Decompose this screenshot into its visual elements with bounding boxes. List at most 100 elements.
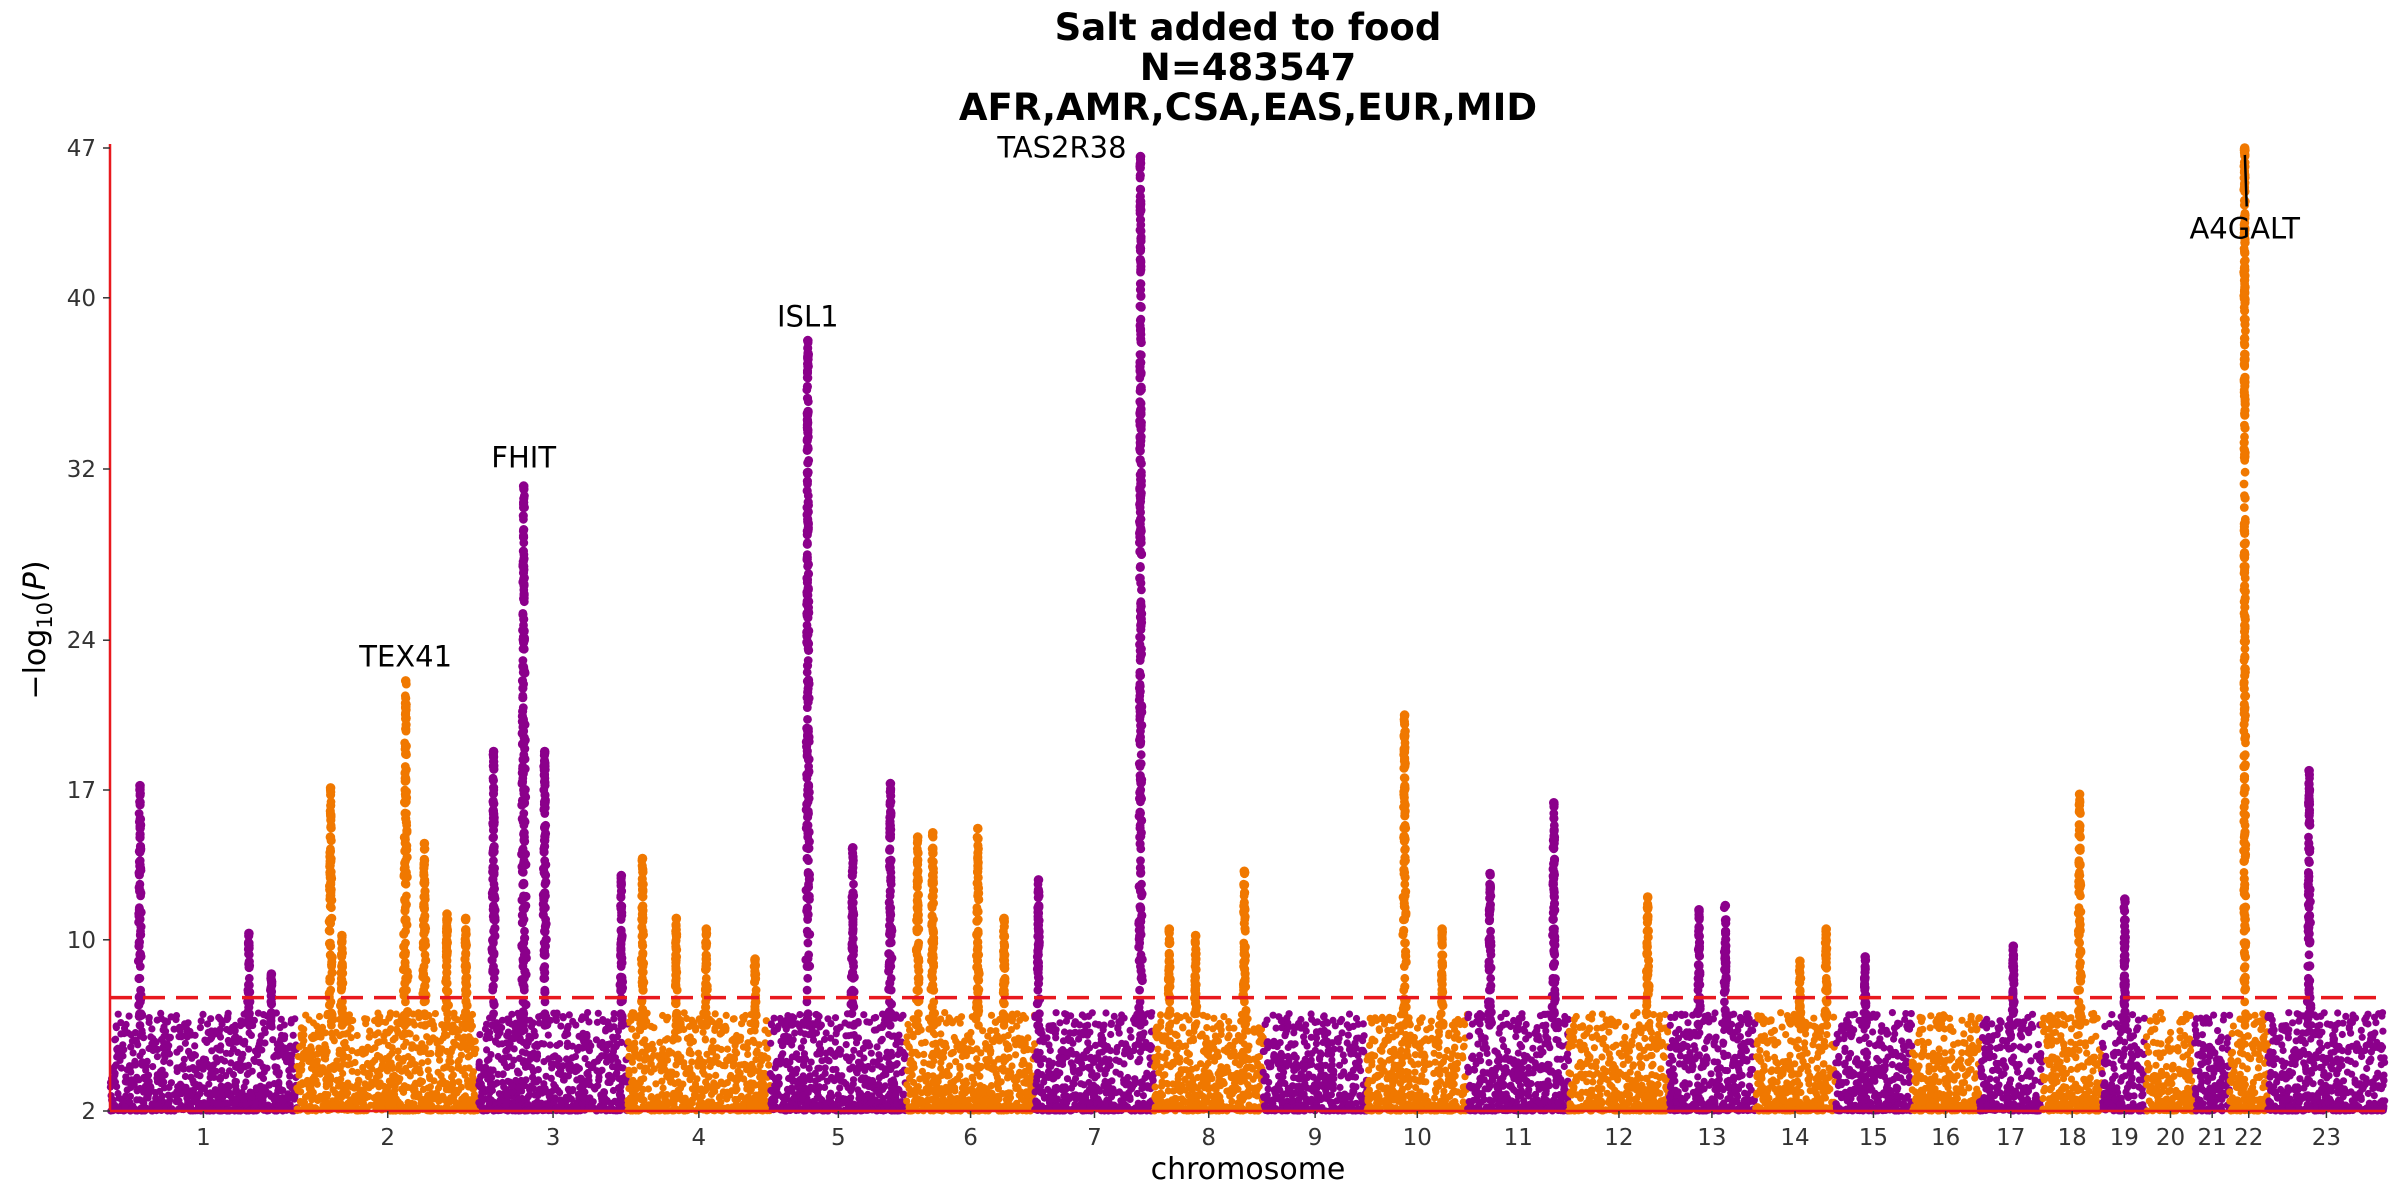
- snp-point: [324, 1091, 332, 1099]
- snp-point: [703, 1100, 711, 1108]
- snp-point: [114, 1010, 122, 1018]
- snp-point: [255, 1058, 263, 1066]
- snp-point: [688, 1099, 696, 1107]
- snp-point: [872, 1026, 880, 1034]
- snp-point: [909, 1033, 917, 1041]
- snp-point: [376, 1038, 384, 1046]
- snp-point: [565, 1011, 573, 1019]
- snp-point: [388, 1049, 396, 1057]
- snp-point: [269, 1036, 277, 1044]
- snp-point: [1194, 1084, 1202, 1092]
- snp-point: [992, 1018, 1000, 1026]
- snp-point: [145, 1018, 153, 1027]
- snp-point: [208, 1047, 216, 1055]
- snp-point: [844, 1084, 852, 1092]
- snp-point: [240, 1040, 248, 1048]
- snp-point: [1033, 1087, 1042, 1095]
- snp-point: [329, 1101, 337, 1109]
- snp-point: [614, 1084, 623, 1092]
- snp-point: [580, 1082, 588, 1090]
- snp-point: [812, 1021, 820, 1029]
- snp-point: [854, 1034, 863, 1042]
- snp-point: [1059, 1083, 1067, 1091]
- snp-point: [882, 1065, 890, 1073]
- snp-point: [113, 1083, 121, 1091]
- snp-point: [1021, 1071, 1029, 1079]
- snp-point: [422, 1101, 430, 1109]
- snp-point: [1020, 1059, 1028, 1067]
- snp-point: [297, 1088, 305, 1096]
- snp-point: [791, 1029, 799, 1037]
- snp-point: [394, 1027, 402, 1035]
- snp-point: [245, 1069, 253, 1077]
- snp-point: [700, 1070, 708, 1078]
- snp-point: [471, 1050, 479, 1058]
- snp-point: [744, 1050, 752, 1058]
- snp-point: [337, 1075, 345, 1083]
- snp-point: [394, 1054, 402, 1062]
- snp-point: [1040, 1092, 1048, 1101]
- snp-point: [1171, 1094, 1179, 1102]
- snp-point: [979, 1102, 988, 1111]
- snp-point: [903, 1097, 911, 1105]
- snp-point: [752, 1056, 760, 1064]
- snp-point: [363, 1015, 371, 1023]
- snp-point: [373, 1051, 382, 1060]
- snp-point: [630, 1066, 638, 1074]
- snp-point: [806, 1072, 814, 1080]
- snp-point: [285, 1079, 293, 1088]
- snp-point: [464, 1083, 473, 1091]
- snp-point: [1067, 1059, 1075, 1067]
- snp-point: [401, 1065, 410, 1073]
- snp-point: [1077, 1080, 1085, 1088]
- snp-point: [550, 1081, 558, 1089]
- snp-point: [315, 1012, 324, 1021]
- snp-point: [208, 1034, 216, 1042]
- snp-point: [711, 1010, 719, 1018]
- snp-point: [730, 1015, 738, 1023]
- snp-point: [715, 1094, 724, 1102]
- snp-point: [854, 1086, 862, 1094]
- snp-point: [1254, 1060, 1262, 1068]
- chromosome-2-points: [293, 1009, 483, 1115]
- snp-point: [227, 1039, 235, 1047]
- snp-point: [1101, 1069, 1109, 1077]
- snp-point: [785, 1074, 793, 1083]
- snp-point: [298, 1079, 306, 1087]
- snp-point: [326, 1063, 334, 1072]
- snp-point: [347, 1024, 355, 1032]
- snp-point: [788, 1053, 796, 1061]
- snp-point: [722, 1093, 730, 1101]
- snp-point: [854, 1065, 862, 1074]
- snp-point: [358, 1091, 367, 1099]
- snp-point: [526, 1051, 534, 1059]
- snp-point: [1224, 1047, 1232, 1055]
- snp-point: [398, 1033, 406, 1041]
- snp-point: [1245, 1055, 1253, 1063]
- snp-point: [309, 1019, 318, 1027]
- snp-point: [918, 1067, 927, 1075]
- snp-point: [487, 1051, 495, 1059]
- snp-point: [1008, 1017, 1016, 1025]
- snp-point: [514, 1102, 522, 1111]
- snp-point: [277, 1015, 285, 1023]
- snp-point: [860, 1011, 868, 1019]
- snp-point: [1156, 1031, 1164, 1039]
- snp-point: [153, 1053, 161, 1061]
- snp-point: [1202, 1079, 1210, 1087]
- snp-point: [461, 1092, 469, 1100]
- snp-point: [461, 1071, 469, 1079]
- snp-point: [259, 1011, 268, 1019]
- snp-point: [200, 1085, 208, 1093]
- snp-point: [1084, 1063, 1092, 1072]
- snp-point: [149, 1063, 157, 1071]
- snp-point: [604, 1053, 612, 1061]
- snp-point: [842, 1041, 850, 1049]
- snp-point: [374, 1020, 382, 1028]
- snp-point: [563, 1039, 572, 1047]
- snp-point: [1090, 1056, 1098, 1064]
- snp-point: [1009, 1102, 1017, 1110]
- snp-point: [423, 1033, 431, 1041]
- snp-point: [1154, 1052, 1163, 1060]
- snp-point: [767, 1039, 775, 1047]
